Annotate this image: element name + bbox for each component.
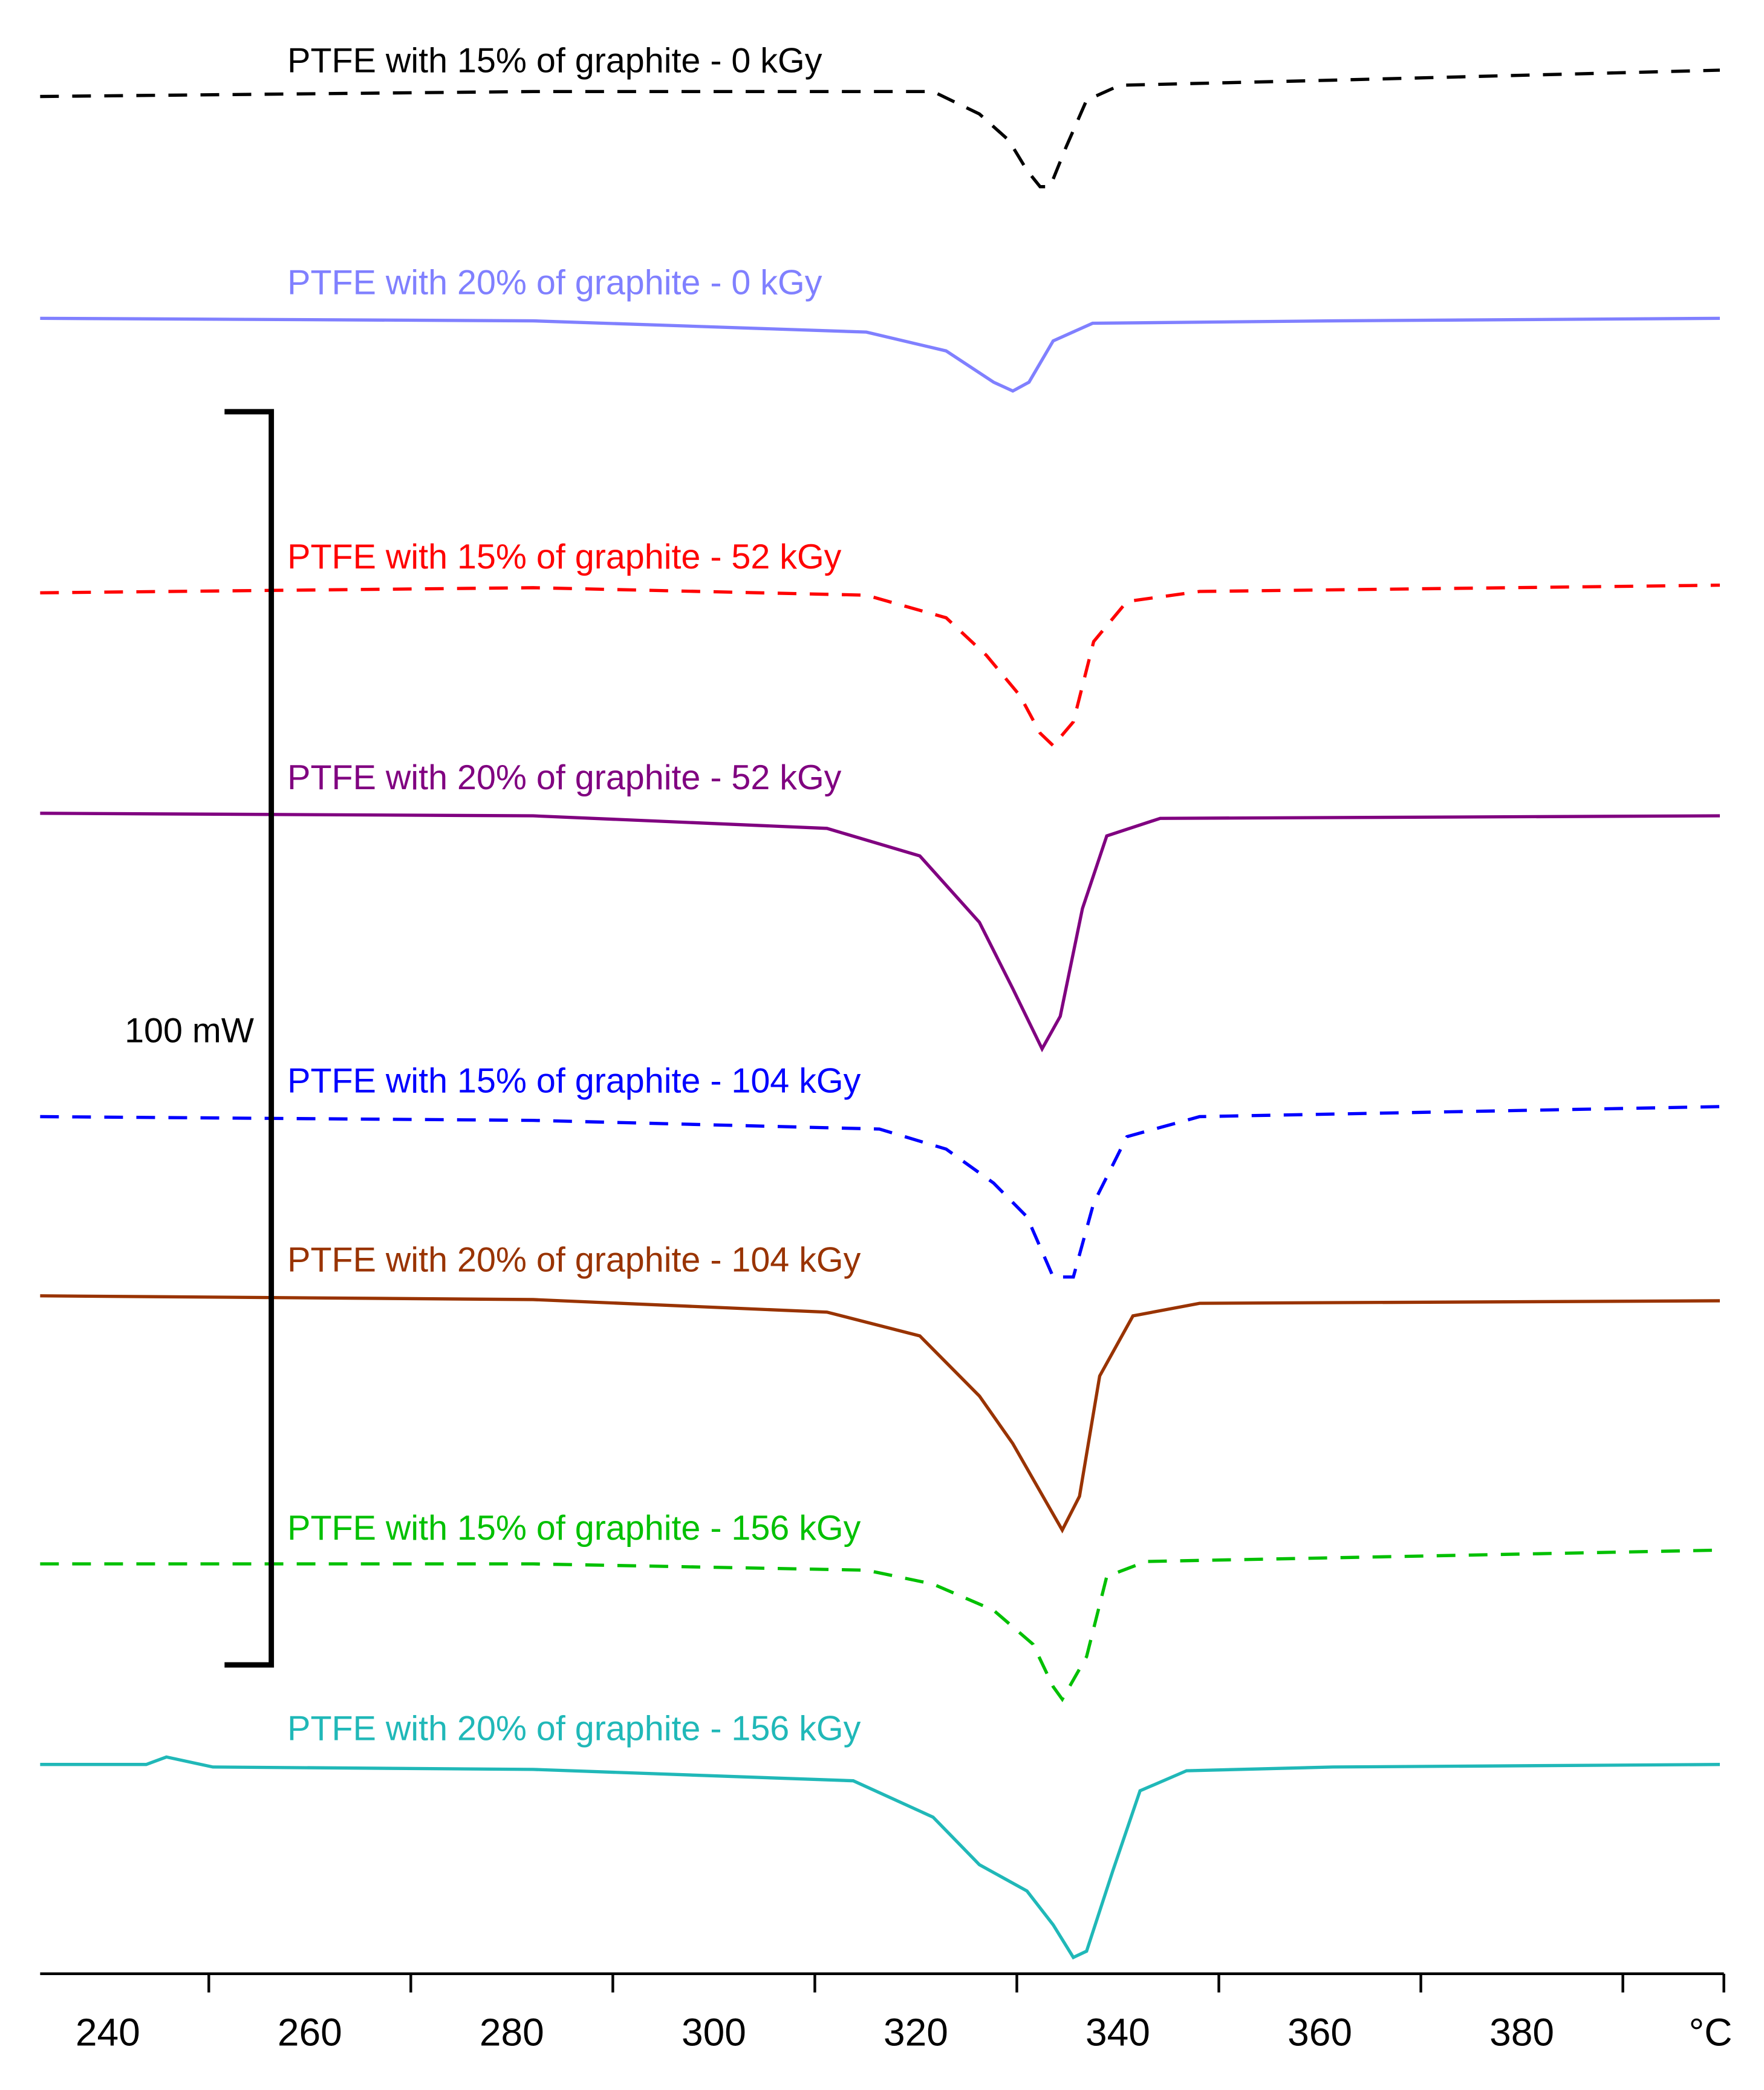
x-tick-label: °C xyxy=(1689,2010,1733,2054)
scale-bar xyxy=(224,409,275,1668)
curve xyxy=(40,68,1720,189)
curve xyxy=(40,1105,1720,1279)
curve xyxy=(40,583,1720,748)
scale-bar-label: 100 mW xyxy=(125,1011,255,1050)
series-label: PTFE with 15% of graphite - 52 kGy xyxy=(287,538,841,576)
series-label: PTFE with 20% of graphite - 52 kGy xyxy=(287,758,841,797)
series-label: PTFE with 20% of graphite - 104 kGy xyxy=(287,1241,861,1280)
curve xyxy=(40,812,1720,1053)
x-tick-label: 340 xyxy=(1085,2010,1150,2054)
x-tick-label: 260 xyxy=(278,2010,342,2054)
series-label: PTFE with 15% of graphite - 0 kGy xyxy=(287,41,822,80)
x-tick-label: 240 xyxy=(76,2010,140,2054)
x-tick-label: 320 xyxy=(884,2010,948,2054)
series-label: PTFE with 20% of graphite - 156 kGy xyxy=(287,1710,861,1748)
x-tick-label: 300 xyxy=(682,2010,746,2054)
curve xyxy=(40,1294,1720,1534)
x-tick-label: 360 xyxy=(1287,2010,1352,2054)
curve xyxy=(40,1755,1720,1960)
series-label: PTFE with 20% of graphite - 0 kGy xyxy=(287,263,822,302)
curve xyxy=(40,1548,1720,1702)
series-label: PTFE with 15% of graphite - 104 kGy xyxy=(287,1061,861,1100)
series-label: PTFE with 15% of graphite - 156 kGy xyxy=(287,1509,861,1548)
x-tick-label: 380 xyxy=(1489,2010,1554,2054)
x-tick-label: 280 xyxy=(480,2010,544,2054)
curve xyxy=(40,316,1720,393)
